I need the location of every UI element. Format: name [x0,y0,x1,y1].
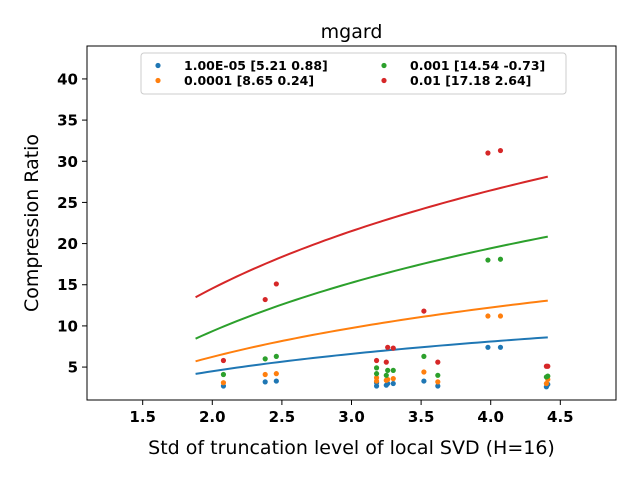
fit-line [195,336,548,375]
data-point [220,371,227,378]
data-point [390,345,396,351]
data-point [373,375,380,381]
legend-label: 0.001 [14.54 -0.73] [410,58,545,73]
data-point [485,313,491,319]
y-tick-label: 10 [57,317,78,335]
legend: 1.00E-05 [5.21 0.88]0.0001 [8.65 0.24] 0.… [140,52,567,95]
y-tick-label: 25 [57,194,78,212]
data-point [421,378,427,384]
legend-marker [155,77,161,84]
data-point [421,369,427,375]
data-point [373,365,380,371]
data-point [262,356,268,362]
x-tick-label: 4.0 [477,408,504,426]
data-point [390,380,396,387]
legend-label: 0.0001 [8.65 0.24] [184,73,314,88]
x-tick-label: 3.0 [338,408,365,426]
legend-box [140,52,567,95]
data-point [262,371,268,378]
data-point [262,379,268,385]
data-point [545,373,551,379]
y-tick-label: 5 [68,359,78,377]
plot-area [87,46,616,400]
data-point [390,376,396,382]
x-tick-label: 3.5 [408,408,435,426]
legend-label: 1.00E-05 [5.21 0.88] [184,58,328,73]
y-axis-label: Compression Ratio [21,134,43,312]
y-axis: 5 10 15 20 25 30 35 40 [57,70,87,377]
data-point [373,357,380,364]
data-point [485,344,491,350]
data-point [273,378,279,384]
data-point [383,372,389,378]
x-tick-label: 4.5 [547,408,574,426]
legend-marker [155,62,161,69]
data-point [373,371,380,377]
data-point [262,296,268,303]
data-point [485,150,491,156]
data-point [273,353,279,359]
data-point [220,357,227,364]
fit-line [195,299,548,363]
data-point [220,380,227,386]
data-point [385,367,391,373]
x-axis: 1.5 2.0 2.5 3.0 3.5 4.0 4.5 [129,400,574,426]
data-point [543,380,549,387]
x-tick-label: 2.5 [269,408,296,426]
data-point [421,353,427,359]
data-point [435,383,441,389]
data-point [497,313,504,319]
data-point [497,147,504,154]
data-point [383,359,389,365]
fit-lines [195,175,549,375]
data-point [435,372,441,378]
x-axis-label: Std of truncation level of local SVD (H=… [148,437,555,459]
data-point [497,256,504,262]
fit-line [195,175,549,299]
y-tick-label: 30 [57,153,78,171]
y-tick-label: 40 [57,70,78,88]
data-point [435,379,441,385]
data-point [497,344,504,350]
data-point [421,308,427,314]
data-point [273,281,279,287]
y-tick-label: 35 [57,112,78,130]
data-point [390,367,396,373]
chart-title: mgard [321,21,383,43]
fit-line [195,235,548,340]
data-point [385,376,391,383]
data-point [545,363,551,369]
x-tick-label: 2.0 [199,408,226,426]
y-tick-label: 15 [57,276,78,294]
data-points [220,147,551,390]
legend-marker [381,62,387,69]
legend-marker [381,77,387,84]
x-tick-label: 1.5 [129,408,156,426]
data-point [435,359,441,365]
y-tick-label: 20 [57,235,78,253]
data-point [485,257,491,263]
data-point [273,371,279,377]
legend-label: 0.01 [17.18 2.64] [410,73,531,88]
data-point [385,344,391,350]
